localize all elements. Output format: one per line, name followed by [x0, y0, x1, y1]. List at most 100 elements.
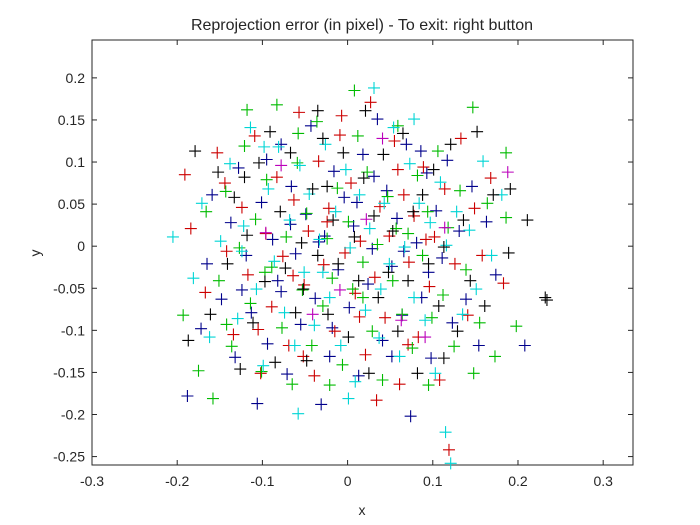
data-point-marker [306, 182, 319, 195]
chart-title: Reprojection error (in pixel) - To exit:… [191, 17, 533, 34]
data-point-marker [204, 308, 217, 321]
data-point-marker [328, 325, 341, 338]
data-point-marker [454, 184, 467, 197]
data-point-marker [448, 340, 461, 353]
data-point-marker [386, 274, 399, 287]
data-point-marker [255, 365, 268, 378]
data-point-marker [220, 318, 233, 331]
data-point-marker [235, 201, 248, 214]
data-point-marker [518, 339, 531, 352]
data-point-marker [485, 249, 498, 262]
data-point-marker [252, 323, 265, 336]
data-point-marker [342, 331, 355, 344]
data-point-marker [294, 318, 307, 331]
data-point-marker [382, 266, 395, 279]
data-point-marker [218, 177, 231, 190]
data-point-marker [472, 339, 485, 352]
data-point-marker [299, 208, 312, 221]
data-point-marker [521, 214, 534, 227]
data-point-marker [275, 138, 288, 151]
data-point-marker [224, 216, 237, 229]
y-tick-label: -0.2 [61, 407, 85, 423]
data-point-marker [317, 258, 330, 271]
data-point-marker [540, 294, 553, 307]
data-point-marker [231, 312, 244, 325]
data-point-marker [215, 293, 228, 306]
data-point-marker [411, 169, 424, 182]
data-point-marker [510, 320, 523, 333]
data-point-marker [300, 354, 313, 367]
data-point-marker [430, 204, 443, 217]
data-point-marker [388, 134, 401, 147]
y-tick-label: 0.15 [58, 112, 85, 128]
data-point-marker [395, 314, 408, 327]
data-point-marker [351, 129, 364, 142]
data-point-marker [422, 379, 435, 392]
data-point-marker [312, 235, 325, 248]
data-point-marker [539, 291, 552, 304]
data-point-marker [471, 125, 484, 138]
data-point-marker [333, 283, 346, 296]
data-point-marker [371, 113, 384, 126]
data-point-marker [326, 321, 339, 334]
data-point-marker [249, 213, 262, 226]
data-point-marker [316, 266, 329, 279]
x-tick-label: 0 [344, 473, 352, 489]
data-point-marker [460, 293, 473, 306]
data-point-marker [335, 109, 348, 122]
data-point-marker [326, 272, 339, 285]
data-point-marker [274, 205, 287, 218]
data-point-marker [280, 230, 293, 243]
data-point-marker [444, 138, 457, 151]
data-point-marker [192, 364, 205, 377]
data-point-marker [221, 257, 234, 270]
data-point-marker [255, 196, 268, 209]
data-point-marker [339, 163, 352, 176]
data-point-marker [203, 331, 216, 344]
data-point-marker [423, 280, 436, 293]
data-point-marker [387, 121, 400, 134]
data-point-marker [450, 205, 463, 218]
data-point-marker [464, 274, 477, 287]
y-tick-label: -0.25 [53, 449, 85, 465]
tick-layer: -0.3 -0.2 -0.1 0 0.1 0.2 0.3 -0.25 -0.2 -0.15 -0.1… [53, 40, 633, 489]
data-point-marker [433, 374, 446, 386]
data-point-marker [393, 378, 406, 391]
data-point-marker [391, 163, 404, 176]
data-point-marker [244, 297, 257, 310]
data-point-marker [352, 369, 365, 382]
data-point-marker [484, 172, 497, 185]
x-tick-label: -0.3 [80, 473, 104, 489]
data-point-marker [376, 374, 389, 386]
data-point-marker [381, 190, 394, 203]
data-point-marker [368, 81, 381, 94]
data-point-marker [359, 304, 372, 317]
data-point-marker [470, 283, 483, 296]
data-point-marker [419, 314, 432, 327]
data-point-marker [258, 275, 271, 288]
data-point-marker [241, 103, 254, 116]
data-point-marker [404, 410, 417, 423]
data-point-marker [212, 166, 225, 179]
data-point-marker [305, 339, 318, 352]
data-point-marker [241, 229, 254, 242]
data-point-marker [265, 261, 278, 274]
data-point-marker [234, 363, 247, 376]
data-point-marker [416, 188, 429, 201]
data-point-marker [362, 367, 375, 380]
x-tick-label: -0.1 [250, 473, 274, 489]
data-point-marker [353, 188, 366, 201]
data-point-marker [434, 176, 447, 189]
data-point-marker [408, 291, 421, 304]
data-point-marker [252, 156, 265, 169]
data-point-marker [244, 121, 257, 134]
data-point-marker [319, 138, 332, 151]
data-point-marker [297, 283, 310, 296]
data-point-marker [364, 96, 377, 109]
y-tick-label: -0.1 [61, 322, 85, 338]
data-point-marker [380, 184, 393, 197]
data-point-marker [363, 222, 376, 235]
data-point-marker [288, 339, 301, 352]
data-point-marker [331, 182, 344, 195]
data-point-marker [424, 216, 437, 229]
